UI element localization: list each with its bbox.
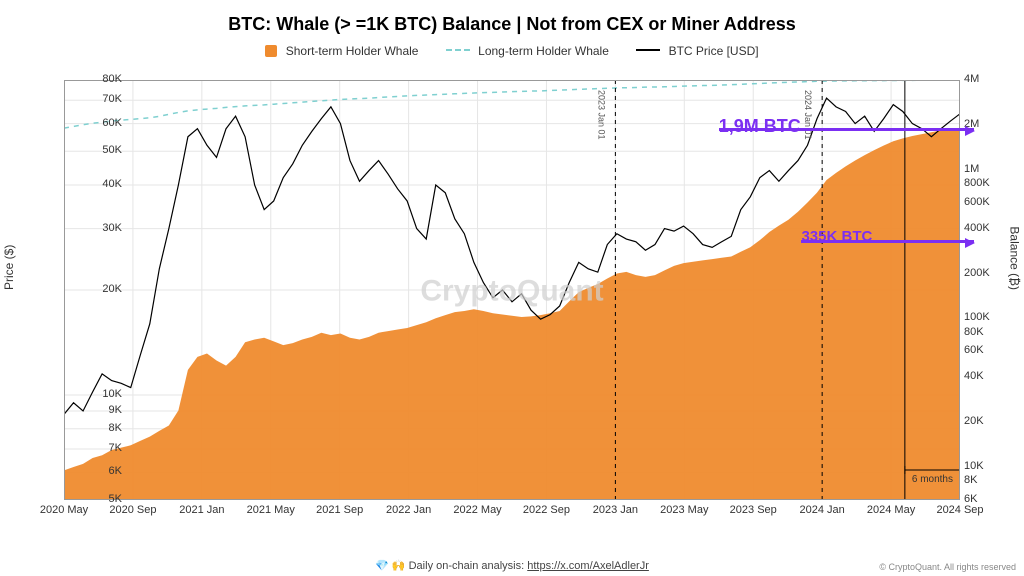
footer: 💎 🙌 Daily on-chain analysis: https://x.c… [0, 559, 1024, 572]
legend-label-dash: Long-term Holder Whale [478, 44, 609, 58]
legend-item-dash: Long-term Holder Whale [446, 44, 612, 58]
legend-item-line: BTC Price [USD] [636, 44, 758, 58]
six-months-label: 6 months [912, 474, 953, 485]
legend-swatch-line [636, 49, 660, 51]
svg-text:2024 Jan 01: 2024 Jan 01 [803, 90, 813, 140]
y-left-axis-label: Price ($) [2, 245, 16, 290]
legend-swatch-area [265, 45, 277, 57]
chart-canvas: 2023 Jan 01 2024 Jan 01 [64, 80, 960, 500]
annotation-label: 1,9M BTC [719, 116, 801, 137]
y-right-axis-label: Balance (₿) [1008, 226, 1022, 290]
footer-link[interactable]: https://x.com/AxelAdlerJr [527, 560, 649, 572]
legend-label-area: Short-term Holder Whale [286, 44, 419, 58]
legend-label-line: BTC Price [USD] [669, 44, 759, 58]
chart-title: BTC: Whale (> =1K BTC) Balance | Not fro… [0, 14, 1024, 35]
annotation-arrow [719, 128, 974, 131]
legend-swatch-dash [446, 49, 470, 51]
copyright: © CryptoQuant. All rights reserved [879, 562, 1016, 572]
legend: Short-term Holder Whale Long-term Holder… [0, 44, 1024, 58]
annotation-arrow [801, 240, 973, 243]
legend-item-area: Short-term Holder Whale [265, 44, 421, 58]
footer-prefix: 💎 🙌 Daily on-chain analysis: [375, 560, 527, 572]
svg-text:2023 Jan 01: 2023 Jan 01 [596, 90, 606, 140]
